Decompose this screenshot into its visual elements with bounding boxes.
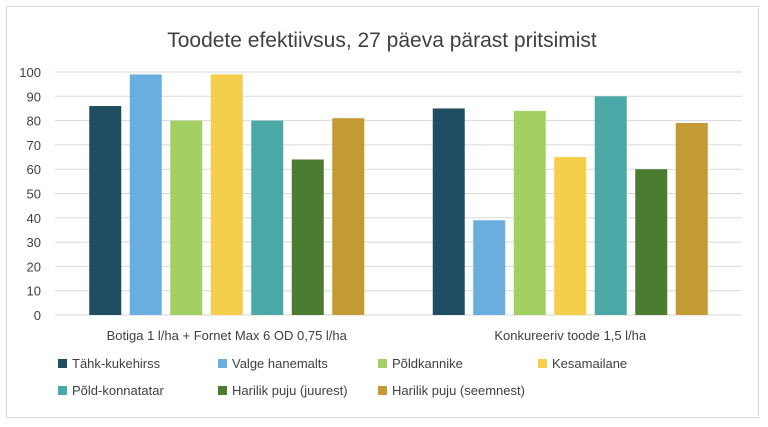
chart-title: Toodete efektiivsus, 27 päeva pärast pri… [167,29,597,52]
bar-1-5 [251,120,284,315]
legend-swatch [218,386,227,395]
legend-label: Kesamailane [552,356,627,371]
bar-1-3 [170,120,203,315]
y-tick-label: 20 [27,259,41,274]
legend-label: Põldkannike [392,356,463,371]
grid-lines [55,71,742,316]
x-category-label: Konkureeriv toode 1,5 l/ha [494,328,647,343]
bar-1-1 [89,106,122,316]
bar-2-7 [675,123,708,315]
bar-2-6 [635,169,668,315]
legend-swatch [538,359,547,368]
bar-chart: Toodete efektiivsus, 27 päeva pärast pri… [19,29,742,398]
bar-2-1 [432,108,465,315]
bar-2-3 [513,110,546,315]
chart-frame: Toodete efektiivsus, 27 päeva pärast pri… [6,6,759,418]
legend-label: Tähk-kukehirss [72,356,161,371]
legend-swatch [58,359,67,368]
legend-label: Põld-konnatatar [72,383,164,398]
y-tick-label: 100 [19,65,41,80]
legend-swatch [218,359,227,368]
legend-swatch [378,386,387,395]
y-tick-label: 40 [27,211,41,226]
legend-swatch [58,386,67,395]
y-tick-label: 90 [27,89,41,104]
y-axis: 0 10 20 30 40 50 60 70 80 90 100 [19,65,41,323]
x-category-label: Botiga 1 l/ha + Fornet Max 6 OD 0,75 l/h… [107,328,348,343]
y-tick-label: 50 [27,187,41,202]
y-tick-label: 60 [27,162,41,177]
legend: Tähk-kukehirss Valge hanemalts Põldkannike… [58,356,627,398]
bar-1-6 [291,159,324,315]
y-tick-label: 10 [27,284,41,299]
bars [89,74,708,316]
y-tick-label: 70 [27,138,41,153]
bar-1-7 [332,118,365,315]
bar-2-5 [594,96,627,315]
bar-2-2 [473,220,506,315]
bar-2-4 [554,157,587,315]
y-tick-label: 0 [34,308,41,323]
y-tick-label: 80 [27,114,41,129]
y-tick-label: 30 [27,235,41,250]
x-axis: Botiga 1 l/ha + Fornet Max 6 OD 0,75 l/h… [107,328,647,343]
legend-swatch [378,359,387,368]
bar-1-2 [129,74,162,316]
legend-label: Harilik puju (juurest) [232,383,348,398]
legend-label: Valge hanemalts [232,356,328,371]
bar-1-4 [210,74,243,316]
legend-label: Harilik puju (seemnest) [392,383,525,398]
